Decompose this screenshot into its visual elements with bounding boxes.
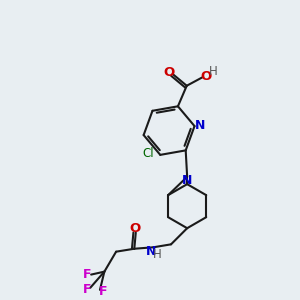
Text: F: F — [83, 268, 92, 281]
Text: F: F — [99, 285, 108, 298]
Text: N: N — [182, 174, 192, 187]
Text: N: N — [195, 119, 205, 132]
Text: F: F — [82, 283, 91, 296]
Text: H: H — [152, 248, 161, 261]
Text: Cl: Cl — [142, 148, 154, 160]
Text: H: H — [209, 64, 218, 78]
Text: O: O — [200, 70, 212, 83]
Text: O: O — [130, 222, 141, 235]
Text: O: O — [163, 66, 174, 79]
Text: N: N — [146, 245, 156, 258]
